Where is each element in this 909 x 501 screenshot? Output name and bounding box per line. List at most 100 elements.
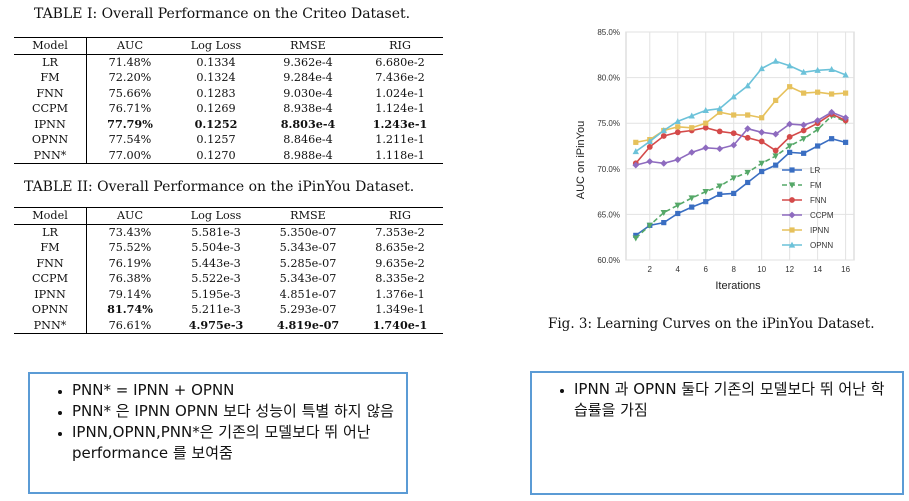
table-row: CCPM 76.71% 0.1269 8.938e-4 1.124e-1: [14, 101, 443, 117]
data-point-opnn: [646, 138, 653, 145]
chart-series: [632, 57, 850, 242]
x-tick-label: 4: [676, 265, 681, 274]
table1-cell-auc: 72.20%: [108, 71, 152, 85]
notes-box-right: IPNN 과 OPNN 둘다 기존의 모델보다 뛰 어난 학습률을 가짐: [530, 371, 904, 495]
table1-cell-rig: 1.024e-1: [375, 86, 425, 100]
table2-cell-logloss: 5.195e-3: [191, 287, 241, 301]
table-row: PNN* 77.00% 0.1270 8.988e-4 1.118e-1: [14, 147, 443, 164]
legend-label: IPNN: [810, 226, 829, 235]
table2-cell-rig: 8.335e-2: [375, 272, 425, 286]
table2-header-logloss: Log Loss: [190, 209, 242, 223]
table1-header-rig: RIG: [389, 39, 411, 53]
table2-cell-rmse: 5.293e-07: [279, 303, 337, 317]
table2-cell-rig: 1.349e-1: [375, 303, 425, 317]
table2-cell-rmse: 4.819e-07: [276, 317, 340, 332]
series-line-ipnn: [635, 85, 846, 144]
table1-title: TABLE I: Overall Performance on the Crit…: [34, 6, 411, 22]
y-tick-label: 75.0%: [597, 119, 620, 128]
legend-swatch-marker: [789, 197, 795, 203]
table1-cell-logloss: 0.1283: [196, 86, 236, 100]
table2-cell-rmse: 4.851e-07: [279, 287, 337, 301]
y-tick-label: 80.0%: [597, 74, 620, 83]
table-row: CCPM 76.38% 5.522e-3 5.343e-07 8.335e-2: [14, 271, 443, 287]
legend-label: LR: [810, 166, 820, 175]
table-row: LR 73.43% 5.581e-3 5.350e-07 7.353e-2: [14, 224, 443, 240]
data-point-opnn: [786, 62, 793, 69]
data-point-ipnn: [745, 112, 751, 118]
table2-cell-logloss: 5.504e-3: [191, 241, 241, 255]
notes-box-left: PNN* = IPNN + OPNN PNN* 은 IPNN OPNN 보다 성…: [28, 372, 408, 494]
table1-cell-rig: 6.680e-2: [375, 55, 425, 69]
table1-cell-logloss: 0.1324: [196, 71, 236, 85]
data-point-fm: [772, 153, 779, 160]
legend-swatch-marker: [789, 167, 795, 173]
data-point-ipnn: [703, 120, 709, 126]
table1-cell-auc: 75.66%: [108, 86, 152, 100]
data-point-ipnn: [773, 97, 779, 103]
data-point-ipnn: [829, 91, 835, 97]
table2-cell-logloss: 5.522e-3: [191, 272, 241, 286]
y-tick-label: 70.0%: [597, 165, 620, 174]
data-point-lr: [829, 136, 835, 142]
table1: Model AUC Log Loss RMSE RIG LR 71.48% 0.…: [14, 37, 443, 164]
data-point-opnn: [828, 65, 835, 72]
data-point-opnn: [814, 66, 821, 73]
data-point-ccpm: [702, 144, 710, 152]
table1-cell-rmse: 9.362e-4: [283, 55, 333, 69]
data-point-fnn: [646, 144, 653, 150]
table2-cell-logloss: 4.975e-3: [188, 317, 244, 332]
x-tick-label: 6: [704, 265, 709, 274]
series-line-lr: [635, 137, 846, 237]
y-tick-label: 60.0%: [597, 256, 620, 265]
data-point-fnn: [786, 133, 793, 140]
x-tick-label: 2: [648, 265, 653, 274]
data-point-fm: [688, 195, 695, 202]
chart-x-ticks: 2 4 6 8 10 12 14 16: [648, 265, 851, 274]
data-point-ccpm: [674, 156, 682, 164]
table-row: FM 75.52% 5.504e-3 5.343e-07 8.635e-2: [14, 240, 443, 256]
table1-cell-rmse: 9.284e-4: [283, 71, 333, 85]
data-point-opnn: [730, 93, 737, 100]
table1-cell-model: CCPM: [14, 101, 87, 117]
table1-cell-auc: 77.79%: [107, 116, 153, 131]
table1-cell-rmse: 8.846e-4: [283, 133, 333, 147]
data-point-ipnn: [815, 89, 821, 95]
table1-cell-model: FNN: [14, 85, 87, 101]
table2-header-row: Model AUC Log Loss RMSE RIG: [14, 207, 443, 224]
data-point-ccpm: [632, 161, 640, 169]
data-point-ccpm: [716, 145, 724, 153]
table2-cell-auc: 73.43%: [108, 225, 152, 239]
table1-cell-logloss: 0.1252: [194, 116, 238, 131]
table-row: IPNN 77.79% 0.1252 8.803e-4 1.243e-1: [14, 116, 443, 132]
table2-cell-auc: 81.74%: [107, 302, 153, 317]
table1-cell-rmse: 8.803e-4: [280, 116, 336, 131]
table2-cell-model: CCPM: [14, 271, 87, 287]
data-point-fm: [744, 169, 751, 176]
table2-cell-auc: 76.61%: [108, 318, 152, 332]
series-line-ccpm: [635, 111, 846, 166]
data-point-ipnn: [633, 139, 639, 145]
y-tick-label: 65.0%: [597, 210, 620, 219]
data-point-ipnn: [731, 112, 737, 118]
data-point-fnn: [800, 127, 807, 134]
data-point-ccpm: [772, 130, 780, 138]
series-line-fm: [635, 114, 846, 239]
table1-cell-rmse: 9.030e-4: [283, 86, 333, 100]
series-line-fnn: [635, 113, 846, 164]
data-point-fm: [786, 143, 793, 150]
legend-swatch-marker: [788, 182, 796, 189]
note-item: IPNN 과 OPNN 둘다 기존의 모델보다 뛰 어난 학습률을 가짐: [574, 379, 892, 421]
legend-label: CCPM: [810, 211, 834, 220]
legend-label: FNN: [810, 196, 827, 205]
table2-cell-rig: 7.353e-2: [375, 225, 425, 239]
table2-cell-rmse: 5.285e-07: [279, 256, 337, 270]
table1-header-logloss: Log Loss: [190, 39, 242, 53]
table2-cell-auc: 76.38%: [108, 272, 152, 286]
x-tick-label: 8: [731, 265, 736, 274]
chart-legend: LR FM FNN CCPM IPNN OPNN: [782, 166, 834, 250]
x-tick-label: 10: [757, 265, 766, 274]
table1-header-row: Model AUC Log Loss RMSE RIG: [14, 37, 443, 54]
legend-item-ipnn: IPNN: [782, 226, 829, 235]
data-point-fm: [702, 189, 709, 195]
data-point-ccpm: [660, 159, 668, 167]
